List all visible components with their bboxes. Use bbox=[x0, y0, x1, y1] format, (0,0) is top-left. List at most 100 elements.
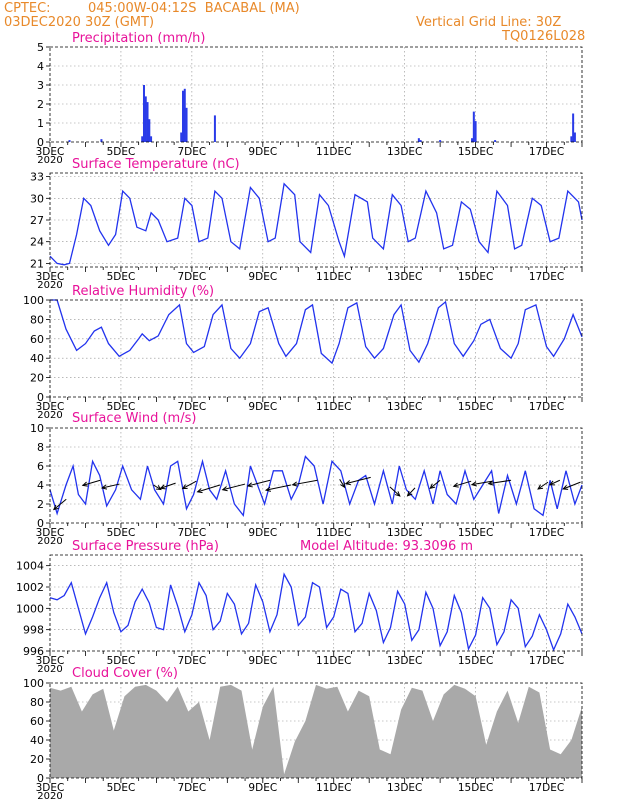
y-tick-label: 0 bbox=[37, 517, 44, 530]
x-tick-label: 7DEC bbox=[177, 401, 206, 413]
arrow-head bbox=[548, 480, 555, 486]
arrow-head bbox=[196, 488, 203, 494]
x-tick-label: 17DEC bbox=[529, 655, 564, 667]
arrow-head bbox=[100, 484, 108, 490]
arrow-head bbox=[221, 486, 228, 492]
series-rh bbox=[50, 299, 583, 365]
x-year-label: 2020 bbox=[37, 791, 62, 800]
wind-arrow bbox=[81, 479, 101, 487]
y-axis: 0 2 4 6 8 10 bbox=[30, 422, 50, 530]
gridlines bbox=[50, 173, 582, 267]
y-tick-label: 100 bbox=[23, 294, 44, 307]
wind-arrow bbox=[196, 484, 221, 494]
x-tick-label: 15DEC bbox=[458, 146, 493, 158]
x-axis: 3DEC 5DEC 7DEC 9DEC 11DEC 13DEC 15DEC 17DEC 2020 bbox=[36, 397, 583, 421]
wind-arrow bbox=[339, 479, 346, 489]
y-axis: 0 20 40 60 80 100 bbox=[23, 294, 50, 404]
y-tick-label: 1 bbox=[37, 117, 44, 130]
wind-arrow bbox=[264, 484, 291, 492]
header-location: 045:00W-04:12S BACABAL (MA) bbox=[88, 1, 300, 16]
precip-bar bbox=[141, 136, 144, 142]
panel-cloud: 0 20 40 60 80 100 3DEC 5DEC 7DEC 9DEC 11DEC 13DEC 15… bbox=[23, 666, 583, 800]
x-tick-label: 11DEC bbox=[316, 146, 351, 158]
x-tick-label: 5DEC bbox=[107, 782, 136, 794]
y-tick-label: 8 bbox=[37, 441, 44, 454]
y-tick-label: 60 bbox=[30, 333, 44, 346]
precip-bar bbox=[146, 102, 149, 142]
y-tick-label: 21 bbox=[30, 257, 44, 270]
arrow-shaft bbox=[549, 479, 561, 486]
arrow-head bbox=[291, 481, 298, 487]
arrow-shaft bbox=[197, 484, 221, 493]
wind-arrow bbox=[344, 476, 371, 486]
x-tick-label: 17DEC bbox=[529, 527, 564, 539]
pres-line bbox=[49, 572, 583, 652]
x-tick-label: 7DEC bbox=[177, 146, 206, 158]
y-tick-label: 2 bbox=[37, 498, 44, 511]
panel-title: Cloud Cover (%) bbox=[72, 666, 178, 681]
temp-line bbox=[49, 182, 583, 266]
precip-bar bbox=[570, 136, 573, 142]
wind-arrow bbox=[389, 486, 401, 497]
panel-title: Surface Pressure (hPa) bbox=[72, 539, 219, 554]
x-tick-label: 11DEC bbox=[316, 782, 351, 794]
panel-title: Relative Humidity (%) bbox=[72, 284, 214, 299]
series-cloud bbox=[50, 684, 582, 778]
arrow-shaft bbox=[153, 484, 162, 490]
precip-bar bbox=[417, 138, 420, 142]
y-tick-label: 0 bbox=[37, 391, 44, 404]
header-source: CPTEC: bbox=[4, 1, 51, 16]
series-temp bbox=[49, 182, 583, 266]
x-tick-label: 5DEC bbox=[107, 655, 136, 667]
x-tick-label: 9DEC bbox=[248, 271, 277, 283]
arrow-shaft bbox=[389, 486, 401, 497]
arrow-head bbox=[159, 484, 166, 490]
wind-arrow bbox=[52, 498, 67, 511]
x-tick-label: 9DEC bbox=[248, 527, 277, 539]
arrow-shaft bbox=[160, 482, 176, 489]
x-axis: 3DEC 5DEC 7DEC 9DEC 11DEC 13DEC 15DEC 17DEC 2020 bbox=[36, 267, 583, 291]
panel-title: Surface Wind (m/s) bbox=[72, 411, 196, 426]
y-tick-label: 6 bbox=[37, 460, 44, 473]
x-tick-label: 9DEC bbox=[248, 401, 277, 413]
panel-temp: 21 24 27 30 33 3DEC 5DEC 7DEC 9DEC 11DEC 13DEC 15DE… bbox=[30, 157, 583, 291]
arrow-shaft bbox=[222, 483, 246, 491]
y-axis: 21 24 27 30 33 bbox=[30, 171, 50, 270]
arrow-shaft bbox=[429, 479, 441, 489]
panel-precip: 0 1 2 3 4 5 3DEC 5DEC 7DEC 9DEC 11DEC 13DEC 15DEC 17D… bbox=[36, 31, 583, 166]
precip-bar bbox=[180, 132, 183, 142]
wind-arrow bbox=[159, 482, 176, 490]
y-tick-label: 2 bbox=[37, 98, 44, 111]
x-tick-label: 3DEC bbox=[36, 146, 65, 158]
precip-bar bbox=[439, 140, 442, 142]
y-axis: 0 1 2 3 4 5 bbox=[37, 41, 50, 149]
x-tick-label: 7DEC bbox=[177, 655, 206, 667]
series-wind bbox=[49, 455, 583, 518]
precip-bar bbox=[419, 140, 422, 142]
arrow-head bbox=[155, 485, 162, 491]
gridlines bbox=[50, 555, 582, 651]
wind-line bbox=[49, 455, 583, 518]
wind-arrow bbox=[221, 483, 246, 492]
panel-frame bbox=[49, 299, 583, 398]
y-tick-label: 80 bbox=[30, 313, 44, 326]
header-date: 03DEC2020 30Z (GMT) bbox=[4, 15, 155, 30]
arrow-head bbox=[344, 480, 351, 486]
arrow-head bbox=[406, 490, 413, 497]
wind-arrow bbox=[406, 487, 416, 497]
wind-arrow bbox=[548, 479, 561, 486]
panel-frame bbox=[49, 46, 583, 143]
wind-arrow bbox=[153, 484, 162, 491]
panel-title: Surface Temperature (nC) bbox=[72, 157, 240, 172]
precip-bar bbox=[494, 140, 497, 142]
arrow-shaft bbox=[265, 484, 291, 491]
arrow-shaft bbox=[53, 498, 67, 510]
precip-bar bbox=[572, 113, 575, 142]
x-tick-label: 15DEC bbox=[458, 527, 493, 539]
panel-annotation: Model Altitude: 93.3096 m bbox=[300, 539, 473, 554]
wind-arrow bbox=[470, 480, 492, 487]
arrow-head bbox=[246, 482, 253, 488]
x-tick-label: 5DEC bbox=[107, 401, 136, 413]
wind-arrow bbox=[452, 480, 472, 488]
